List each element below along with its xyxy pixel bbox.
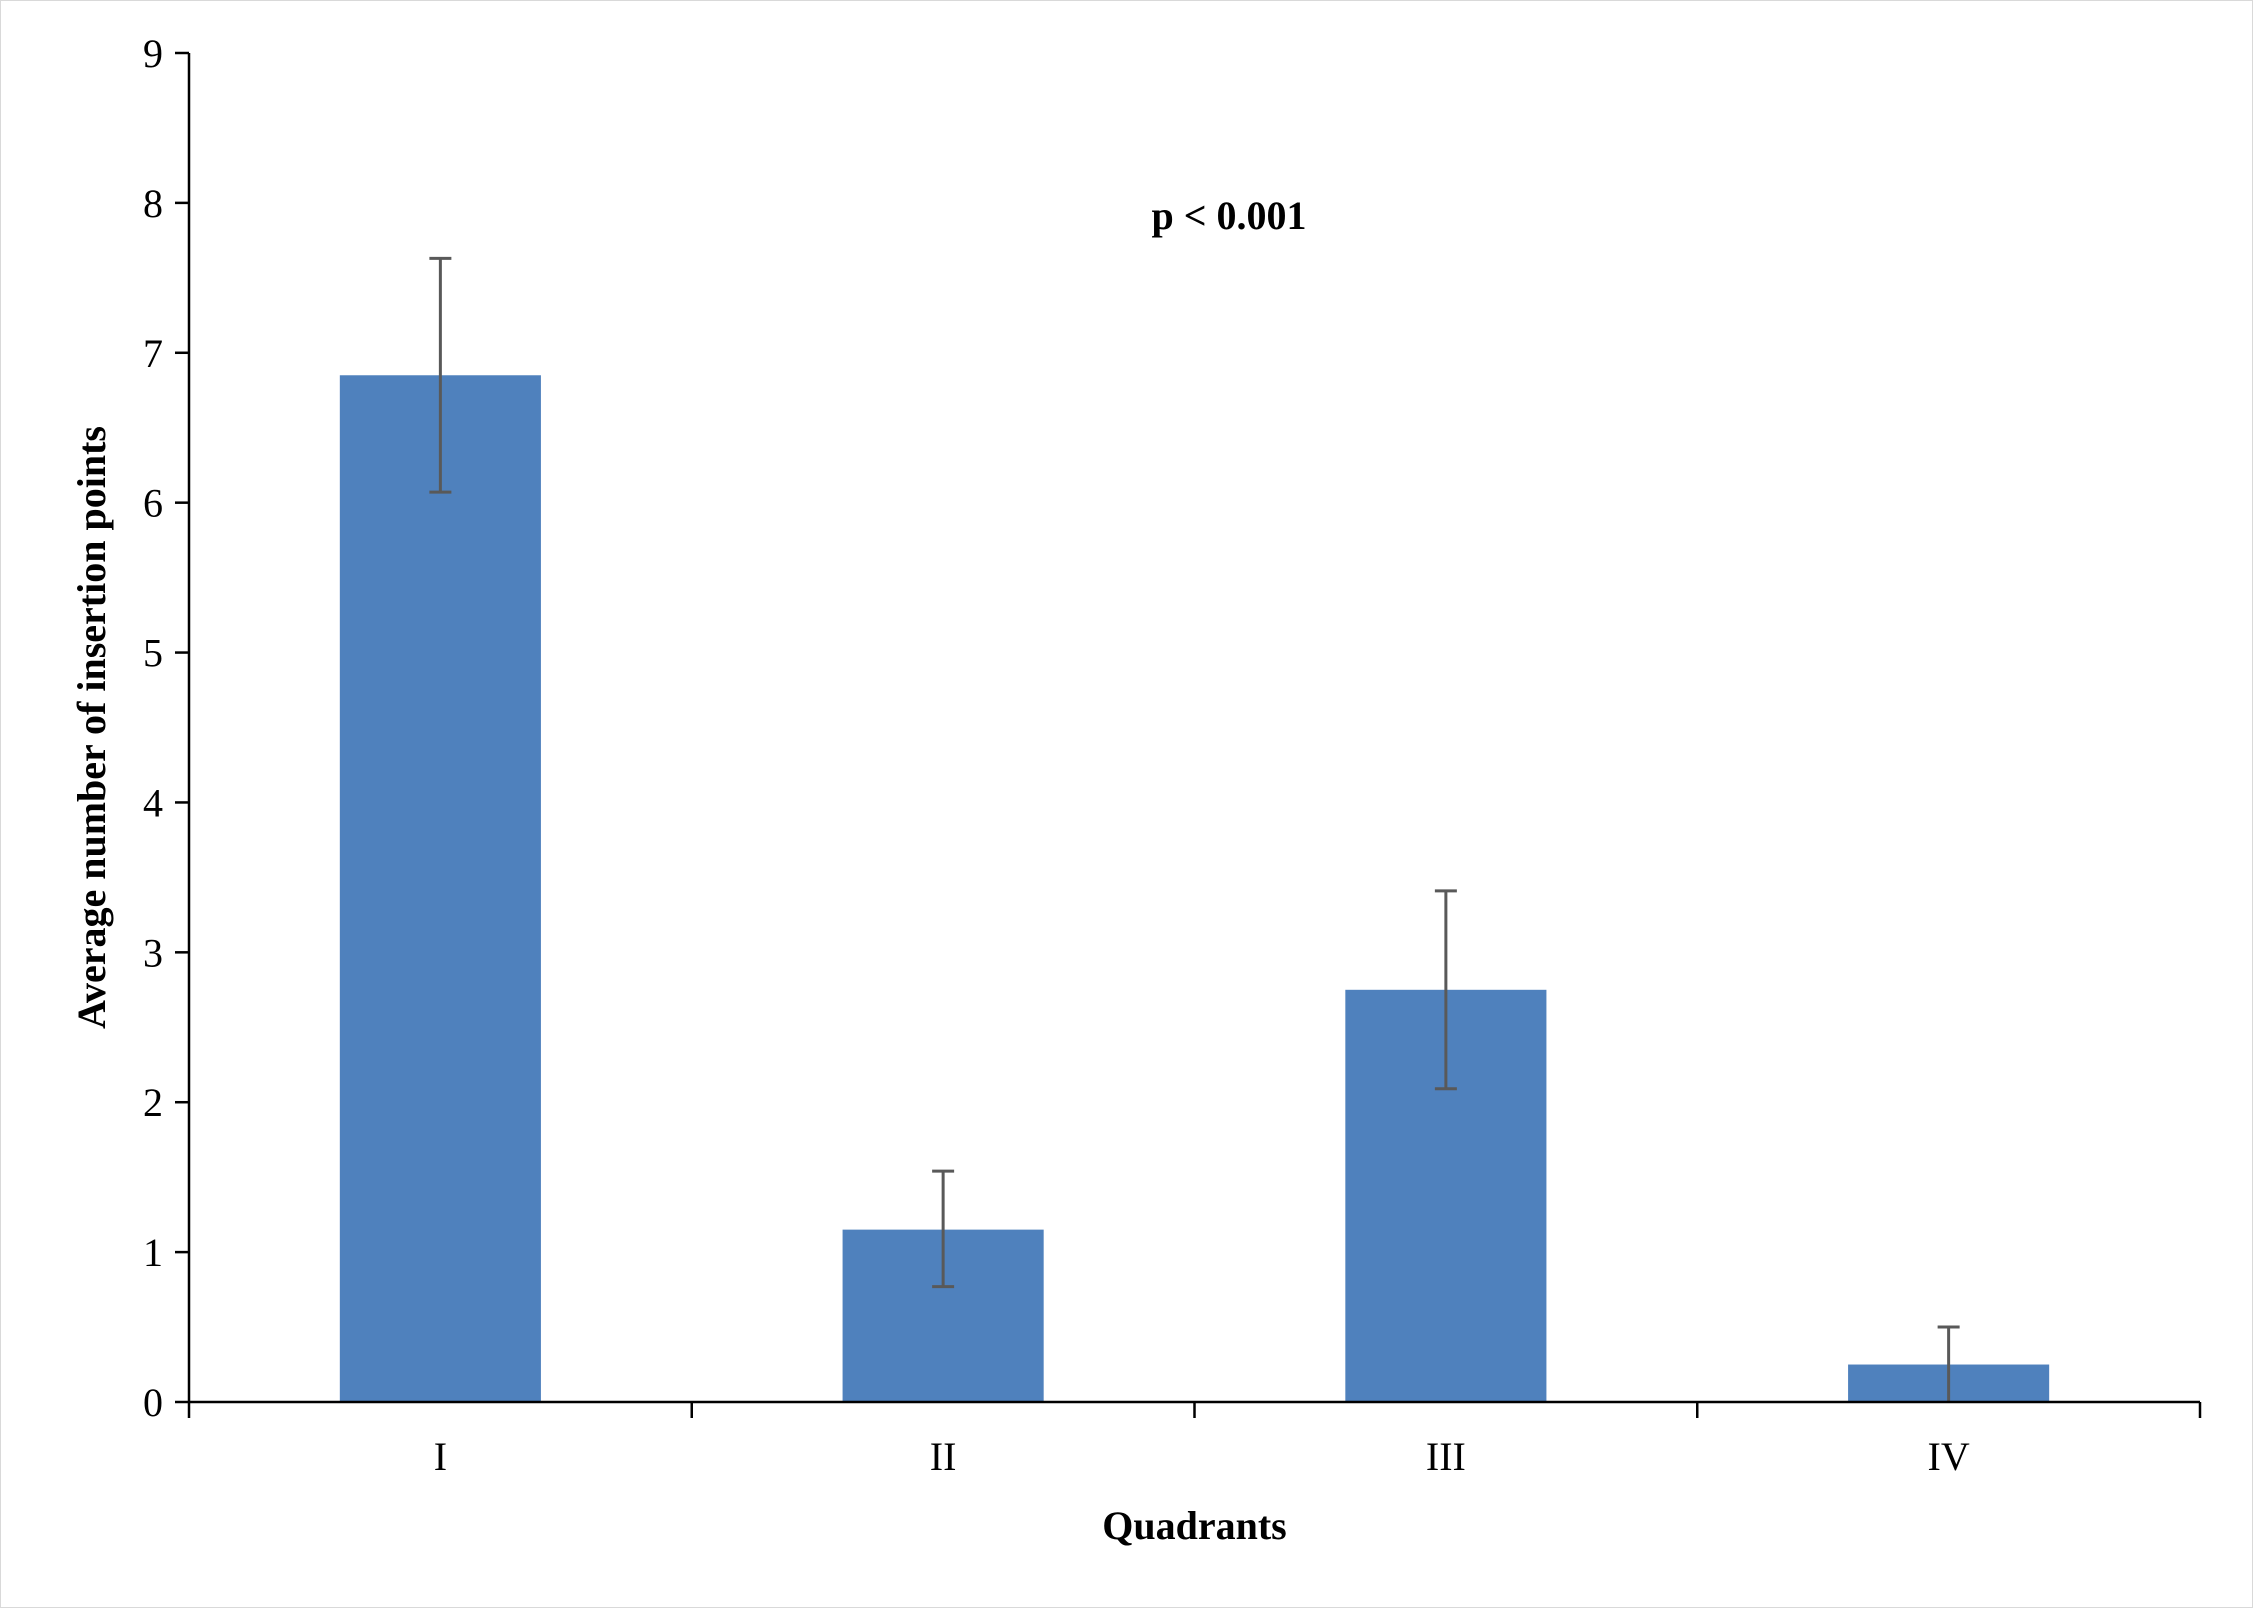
x-tick-label: II: [930, 1434, 957, 1479]
y-tick-label: 3: [143, 930, 163, 975]
y-tick-label: 2: [143, 1080, 163, 1125]
y-tick-label: 6: [143, 481, 163, 526]
y-ticks-layer: 0 1 2 3 4 5 6 7 8 9: [143, 31, 189, 1425]
x-ticks-layer: I II III IV: [187, 1402, 2202, 1479]
y-tick-label: 5: [143, 631, 163, 676]
y-tick-label: 8: [143, 181, 163, 226]
x-tick-label: IV: [1928, 1434, 1970, 1479]
x-axis-title: Quadrants: [1102, 1503, 1287, 1548]
x-tick-label: I: [434, 1434, 447, 1479]
p-value-annotation: p < 0.001: [1151, 193, 1306, 238]
y-axis-title: Average number of insertion points: [69, 426, 114, 1029]
y-tick-label: 1: [143, 1230, 163, 1275]
bars-layer: [339, 375, 2050, 1402]
y-tick-label: 9: [143, 31, 163, 76]
y-tick-label: 0: [143, 1380, 163, 1425]
y-tick-label: 4: [143, 780, 163, 825]
error-bars-layer: [429, 256, 1960, 1402]
x-tick-label: III: [1426, 1434, 1466, 1479]
y-tick-label: 7: [143, 331, 163, 376]
bar-I: [339, 375, 541, 1402]
